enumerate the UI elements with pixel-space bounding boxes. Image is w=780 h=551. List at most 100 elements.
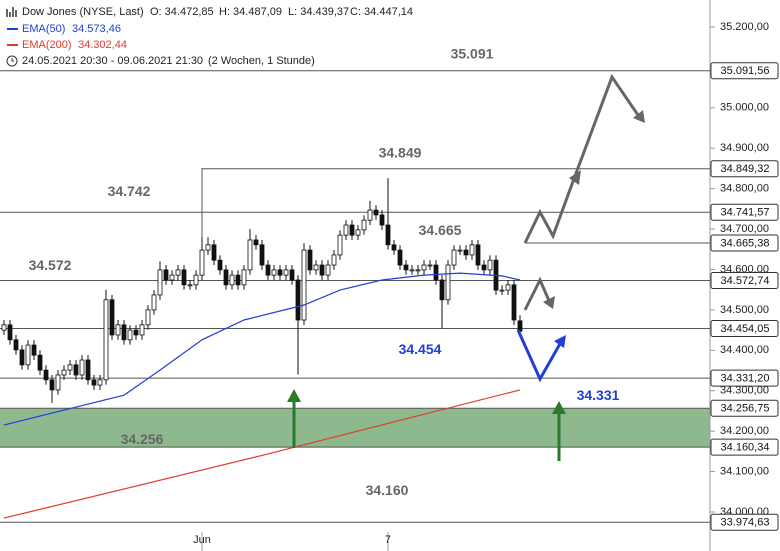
candle-body bbox=[205, 244, 211, 251]
level-label: 33.974,63 bbox=[721, 517, 770, 529]
candle-body bbox=[139, 324, 145, 336]
instrument: Dow Jones (NYSE, Last) bbox=[22, 6, 144, 18]
plot bbox=[0, 70, 710, 523]
level-label: 34.256,75 bbox=[721, 403, 770, 415]
candle-body bbox=[391, 244, 397, 251]
arrow-head bbox=[569, 170, 581, 185]
clock-icon bbox=[6, 55, 18, 67]
level-label-box bbox=[710, 438, 779, 456]
level-label: 35.091,56 bbox=[721, 65, 770, 77]
candle-body bbox=[499, 289, 505, 292]
candle-body bbox=[451, 249, 457, 266]
candle-body bbox=[361, 219, 367, 231]
candle-body bbox=[97, 379, 103, 386]
candle-body bbox=[241, 269, 247, 286]
candle-body bbox=[217, 259, 223, 271]
candle-body bbox=[265, 264, 271, 276]
candle-body bbox=[487, 259, 493, 271]
candle-body bbox=[283, 269, 289, 276]
candle-body bbox=[163, 269, 169, 281]
candle-body bbox=[247, 239, 253, 271]
forecast-path bbox=[523, 175, 577, 244]
candle-body bbox=[307, 249, 313, 271]
level-annotation: 34.572 bbox=[29, 257, 72, 273]
legend-value: 34.573,46 bbox=[72, 23, 121, 35]
support-zone bbox=[0, 408, 710, 448]
arrow-head bbox=[543, 296, 555, 309]
legend-value: 34.302,44 bbox=[78, 39, 127, 51]
candle-body bbox=[19, 349, 25, 366]
candle-body bbox=[355, 229, 361, 236]
y-tick-label: 35.200,00 bbox=[720, 21, 769, 33]
candle-body bbox=[25, 344, 31, 366]
candle-body bbox=[319, 264, 325, 276]
chart-icon bbox=[6, 7, 17, 17]
level-label: 34.572,74 bbox=[721, 275, 770, 287]
candle-body bbox=[469, 244, 475, 256]
legend-name: EMA(200) bbox=[22, 39, 72, 51]
candle-body bbox=[403, 264, 409, 271]
level-label: 34.454,05 bbox=[721, 323, 770, 335]
candle-body bbox=[181, 269, 187, 286]
level-label-box bbox=[710, 513, 779, 531]
candle-body bbox=[61, 369, 67, 376]
candle-body bbox=[85, 359, 91, 381]
level-label: 34.741,57 bbox=[721, 207, 770, 219]
level-label-box bbox=[710, 234, 779, 252]
x-tick-label: 7 bbox=[385, 534, 391, 546]
candle-body bbox=[235, 274, 241, 286]
candle-body bbox=[187, 284, 193, 287]
candle-body bbox=[79, 359, 85, 376]
header: Dow Jones (NYSE, Last) O: 34.472,85 H: 3… bbox=[0, 0, 413, 70]
candle-body bbox=[13, 339, 19, 351]
level-label-box bbox=[710, 319, 779, 337]
forecast-arrows bbox=[287, 73, 645, 461]
candle-body bbox=[385, 224, 391, 246]
date-range: 24.05.2021 20:30 - 09.06.2021 21:30 bbox=[22, 55, 203, 67]
candle-body bbox=[421, 264, 427, 271]
candle-body bbox=[193, 274, 199, 286]
legend-name: EMA(50) bbox=[22, 23, 65, 35]
y-tick-label: 34.800,00 bbox=[720, 183, 769, 195]
candle-body bbox=[175, 269, 181, 276]
candle-body bbox=[331, 254, 337, 266]
candle-body bbox=[43, 369, 49, 381]
open-value: O: 34.472,85 bbox=[150, 6, 214, 18]
candle-body bbox=[7, 324, 13, 341]
candle-body bbox=[127, 329, 133, 341]
candle-body bbox=[301, 249, 307, 321]
candle-body bbox=[289, 269, 295, 281]
y-tick-label: 35.000,00 bbox=[720, 102, 769, 114]
candle-body bbox=[49, 379, 55, 391]
labels: 35.200,0035.100,0035.000,0034.900,0034.8… bbox=[29, 21, 779, 546]
candle-body bbox=[109, 299, 115, 336]
candle-body bbox=[439, 279, 445, 301]
level-label-box bbox=[710, 62, 779, 80]
candle-body bbox=[295, 279, 301, 321]
y-tick-label: 34.300,00 bbox=[720, 385, 769, 397]
y-tick-label: 34.200,00 bbox=[720, 425, 769, 437]
level-annotation: 34.849 bbox=[379, 144, 422, 160]
level-annotation: 34.665 bbox=[419, 222, 462, 238]
candle-body bbox=[349, 224, 355, 236]
level-label-box bbox=[710, 271, 779, 289]
candle-body bbox=[31, 344, 37, 356]
candle-body bbox=[379, 214, 385, 226]
ema-line bbox=[3, 389, 521, 519]
level-label-box bbox=[710, 203, 779, 221]
candle-body bbox=[199, 249, 205, 276]
level-label: 34.665,38 bbox=[721, 237, 770, 249]
level-label: 34.849,32 bbox=[721, 163, 770, 175]
low-value: L: 34.439,37 bbox=[288, 6, 349, 18]
candle-body bbox=[169, 274, 175, 281]
candle-body bbox=[445, 264, 451, 301]
high-value: H: 34.487,09 bbox=[219, 6, 282, 18]
header-bg bbox=[0, 0, 325, 70]
level-annotation: 34.256 bbox=[121, 431, 164, 447]
candle-body bbox=[313, 264, 319, 271]
candle-body bbox=[91, 379, 97, 386]
candle-body bbox=[145, 309, 151, 326]
candle-body bbox=[211, 244, 217, 261]
